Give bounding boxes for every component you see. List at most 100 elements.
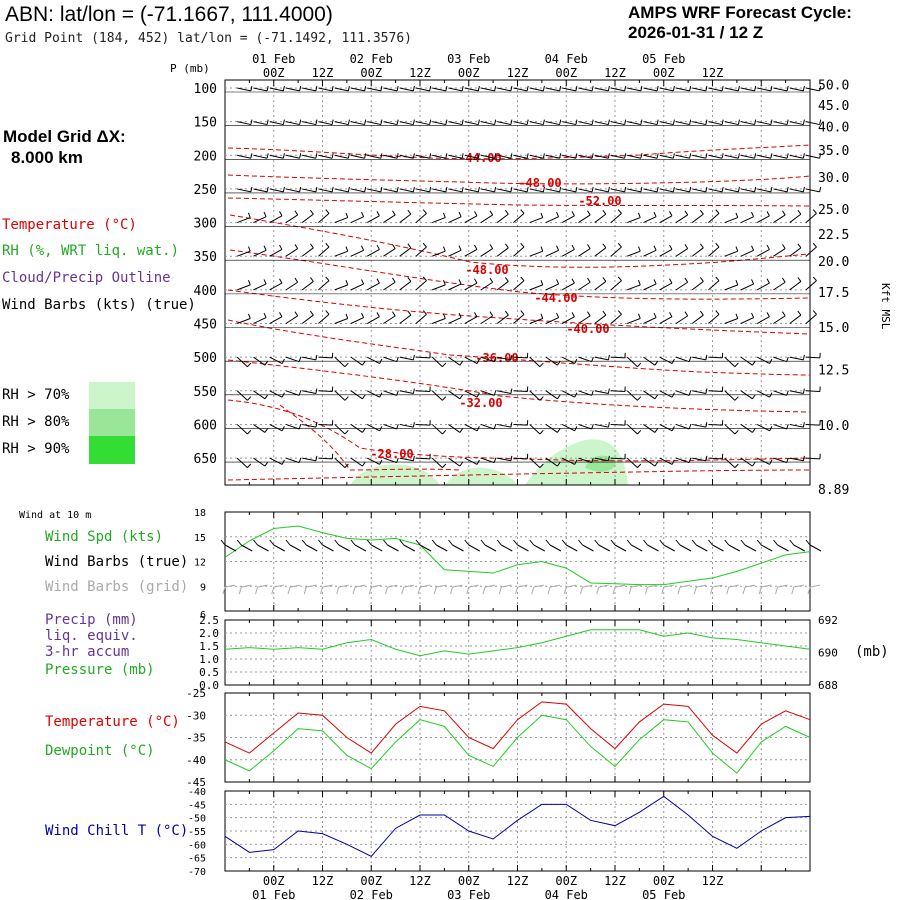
- wind-barb-feather: [624, 85, 627, 92]
- wind-barb-feather: [442, 396, 447, 401]
- wind-barb-feather: [587, 244, 591, 249]
- wind-barb-feather: [442, 313, 446, 319]
- wind-barb-feather: [751, 461, 756, 467]
- wind-barb: [513, 280, 525, 291]
- pressure-tick-label: 600: [194, 418, 217, 433]
- wind-barb: [757, 188, 771, 193]
- wind-barb-feather: [669, 312, 673, 317]
- time-label-bottom: 12Z: [312, 874, 334, 888]
- wind-barb-feather: [247, 280, 251, 286]
- wind-barb: [285, 188, 300, 193]
- wind-barb-feather: [539, 429, 544, 435]
- wind-barb-grid-feather: [693, 586, 697, 595]
- wind-barb: [773, 356, 787, 363]
- wind-barb: [464, 248, 478, 257]
- wind-barb-feather: [294, 311, 299, 317]
- wind-barb: [561, 423, 575, 432]
- wind-barb-feather: [429, 186, 432, 192]
- wind-barb: [692, 87, 706, 92]
- wind-barb-feather: [379, 426, 383, 432]
- wind-barb: [497, 154, 511, 159]
- time-label-bottom: 12Z: [604, 874, 626, 888]
- wind-barb-feather: [671, 426, 675, 432]
- wind-barb: [643, 356, 656, 366]
- wind-barb-feather: [361, 461, 366, 467]
- pressure-tick-label: 450: [194, 318, 217, 333]
- wind-chill-tick-label: -60: [188, 840, 206, 851]
- wind-barb: [318, 246, 330, 257]
- wind-barb-grid-feather: [352, 586, 356, 595]
- wind-barb: [756, 282, 770, 291]
- wind-barb-grid: [614, 584, 626, 588]
- wind-barb-feather: [556, 360, 561, 366]
- wind-barb: [237, 284, 251, 291]
- wind-barb-true: [761, 544, 773, 552]
- wind-barb-feather: [412, 153, 415, 159]
- wind-barb-true-feather: [643, 539, 648, 546]
- wind-barb-true-feather: [318, 539, 323, 546]
- wind-barb: [805, 188, 820, 193]
- wind-chill-line: [224, 795, 811, 857]
- wind-barb-feather: [556, 312, 560, 318]
- wind-barb: [464, 316, 478, 324]
- wind-barb: [773, 281, 786, 291]
- wind-barb: [692, 390, 707, 394]
- wind-barb-true-feather: [626, 539, 632, 546]
- wind-barb-feather: [737, 186, 740, 192]
- wind-barb: [513, 87, 528, 92]
- wind-barb: [497, 390, 512, 394]
- wind-barb: [350, 249, 364, 257]
- wind-barb-feather: [539, 396, 544, 401]
- wind-barb-feather: [640, 186, 643, 192]
- wind-barb-feather: [699, 243, 704, 249]
- wind-barb-grid-feather: [255, 586, 258, 595]
- wind-barb-grid-feather: [547, 586, 551, 595]
- wind-barb: [366, 423, 380, 432]
- wind-barb-feather: [540, 313, 544, 319]
- wind-barb-feather: [624, 153, 627, 159]
- wind-barb-feather: [459, 461, 464, 467]
- wind-barb: [464, 356, 478, 364]
- wind-barb-feather: [445, 186, 448, 192]
- wind-barb-feather: [575, 85, 578, 92]
- wind-barb: [708, 87, 723, 92]
- isotherm-label: -28.00: [370, 447, 413, 461]
- wind-barb: [480, 214, 493, 223]
- wind-barb: [464, 215, 478, 224]
- wind-barb: [318, 457, 333, 460]
- wind-barb: [789, 213, 802, 223]
- wind-barb-feather: [556, 461, 561, 467]
- wind-barb-feather: [571, 211, 575, 217]
- wind-barb-feather: [331, 119, 334, 125]
- wind-barb-feather: [812, 242, 817, 248]
- wind-barb-feather: [654, 394, 659, 400]
- wind-barb-feather: [396, 85, 399, 92]
- wind-barb-feather: [754, 153, 757, 159]
- wind-barb: [773, 87, 788, 92]
- wind-barb-grid-feather: [450, 586, 453, 595]
- wind-barb: [805, 457, 820, 460]
- wind-barb: [236, 356, 248, 368]
- wind-barb-feather: [489, 311, 494, 317]
- pressure-tick-label: 650: [194, 452, 217, 467]
- wind-barb-feather: [364, 85, 367, 92]
- wind-barb: [367, 121, 381, 126]
- wind-barb: [302, 457, 317, 462]
- wind-barb: [789, 121, 804, 126]
- wind-barb-feather: [556, 428, 561, 433]
- wind-barb-feather: [510, 119, 513, 125]
- legend-pressure: Pressure (mb): [45, 662, 155, 678]
- wind-barb-feather: [669, 211, 673, 217]
- wind-barb-feather: [602, 243, 607, 249]
- wind-barb: [675, 87, 690, 92]
- wind-barb: [399, 314, 412, 324]
- wind-barb-grid-feather: [628, 586, 632, 595]
- wind-barb-grid: [452, 584, 463, 588]
- wind-speed-tick-label: 18: [194, 508, 206, 519]
- wind-barb: [805, 390, 820, 393]
- wind-barb: [366, 282, 380, 291]
- wind-barb-feather: [422, 242, 427, 248]
- wind-barb-true: [647, 544, 659, 552]
- wind-barb: [448, 317, 462, 324]
- wind-barb: [302, 87, 316, 92]
